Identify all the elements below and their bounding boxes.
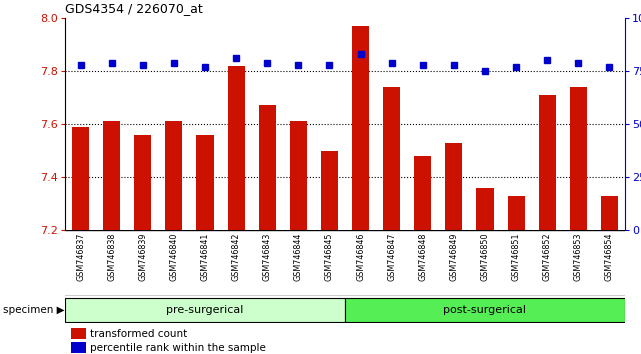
Text: GSM746840: GSM746840	[169, 233, 178, 281]
Bar	[508, 195, 525, 230]
Bar	[165, 121, 183, 230]
Text: GSM746838: GSM746838	[107, 233, 116, 281]
Bar	[290, 121, 307, 230]
Bar	[601, 195, 618, 230]
Text: GSM746848: GSM746848	[419, 233, 428, 281]
Bar	[196, 135, 213, 230]
Text: GSM746852: GSM746852	[543, 233, 552, 281]
Text: post-surgerical: post-surgerical	[444, 305, 526, 315]
Bar	[570, 87, 587, 230]
Bar	[445, 143, 462, 230]
Text: specimen ▶: specimen ▶	[3, 305, 65, 315]
Text: transformed count: transformed count	[90, 329, 187, 339]
Text: GSM746846: GSM746846	[356, 233, 365, 281]
Text: GSM746837: GSM746837	[76, 233, 85, 281]
Text: GSM746853: GSM746853	[574, 233, 583, 281]
Bar	[352, 26, 369, 230]
Text: GDS4354 / 226070_at: GDS4354 / 226070_at	[65, 2, 203, 16]
Bar	[414, 156, 431, 230]
FancyBboxPatch shape	[345, 298, 625, 322]
Bar	[321, 150, 338, 230]
Text: GSM746850: GSM746850	[481, 233, 490, 281]
Text: GSM746849: GSM746849	[449, 233, 458, 281]
Bar	[228, 66, 245, 230]
Bar	[71, 328, 86, 338]
Text: GSM746851: GSM746851	[512, 233, 520, 281]
Text: GSM746842: GSM746842	[231, 233, 240, 281]
Text: GSM746844: GSM746844	[294, 233, 303, 281]
Bar	[259, 105, 276, 230]
Text: GSM746841: GSM746841	[201, 233, 210, 281]
Bar	[71, 342, 86, 353]
Text: GSM746847: GSM746847	[387, 233, 396, 281]
Bar	[538, 95, 556, 230]
Bar	[134, 135, 151, 230]
Text: GSM746839: GSM746839	[138, 233, 147, 281]
Text: GSM746845: GSM746845	[325, 233, 334, 281]
Text: percentile rank within the sample: percentile rank within the sample	[90, 343, 266, 353]
Text: GSM746843: GSM746843	[263, 233, 272, 281]
Bar	[476, 188, 494, 230]
Text: GSM746854: GSM746854	[605, 233, 614, 281]
Bar	[72, 127, 89, 230]
Bar	[383, 87, 400, 230]
Bar	[103, 121, 121, 230]
Text: pre-surgerical: pre-surgerical	[166, 305, 244, 315]
FancyBboxPatch shape	[65, 298, 345, 322]
